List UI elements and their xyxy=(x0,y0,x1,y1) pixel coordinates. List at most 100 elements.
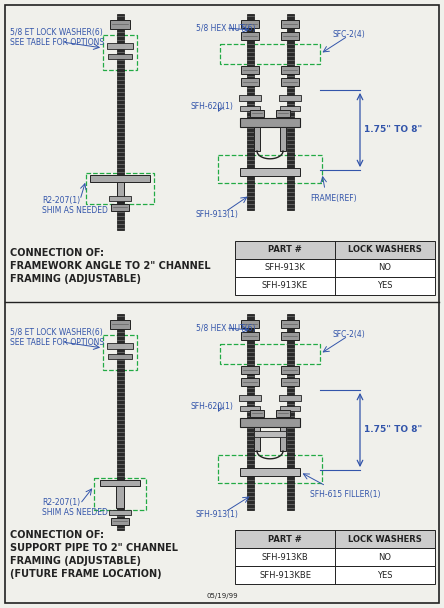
Bar xyxy=(108,353,132,359)
Bar xyxy=(110,319,130,328)
Bar xyxy=(240,418,300,427)
Bar xyxy=(279,95,301,101)
Bar xyxy=(110,19,130,29)
Bar xyxy=(107,43,133,49)
Bar xyxy=(241,366,259,374)
Text: CONNECTION OF:: CONNECTION OF: xyxy=(10,248,104,258)
Bar xyxy=(276,109,290,117)
Bar xyxy=(111,204,129,210)
Bar xyxy=(239,395,261,401)
Bar xyxy=(280,127,286,151)
Bar xyxy=(240,406,260,410)
Text: 1.75" TO 8": 1.75" TO 8" xyxy=(364,125,422,134)
Bar xyxy=(241,32,259,40)
Bar xyxy=(240,106,260,111)
Text: 5/8 HEX NUT(6): 5/8 HEX NUT(6) xyxy=(196,324,255,333)
Text: YES: YES xyxy=(377,282,393,291)
Bar xyxy=(107,343,133,349)
Bar xyxy=(279,395,301,401)
Bar xyxy=(246,14,254,210)
Text: SFC-2(4): SFC-2(4) xyxy=(332,30,365,39)
Text: (FUTURE FRAME LOCATION): (FUTURE FRAME LOCATION) xyxy=(10,569,162,579)
Text: 5/8 ET LOCK WASHER(6): 5/8 ET LOCK WASHER(6) xyxy=(10,328,103,337)
Bar xyxy=(218,455,322,483)
Bar xyxy=(276,410,290,416)
Bar xyxy=(235,241,435,259)
Bar xyxy=(241,332,259,340)
Bar xyxy=(281,20,299,28)
Bar xyxy=(254,127,260,151)
Bar xyxy=(108,54,132,58)
Bar xyxy=(116,182,123,202)
Bar xyxy=(281,378,299,386)
Text: PART #: PART # xyxy=(268,246,302,255)
Bar xyxy=(111,517,129,525)
Bar xyxy=(280,406,300,410)
Bar xyxy=(100,480,140,486)
Bar xyxy=(94,478,146,510)
Bar xyxy=(220,44,320,64)
Bar xyxy=(241,378,259,386)
Bar xyxy=(235,548,435,566)
Text: CONNECTION OF:: CONNECTION OF: xyxy=(10,530,104,540)
Bar xyxy=(235,566,435,584)
Bar xyxy=(240,168,300,176)
Text: FRAMING (ADJUSTABLE): FRAMING (ADJUSTABLE) xyxy=(10,274,141,284)
Bar xyxy=(103,35,137,70)
Text: PART #: PART # xyxy=(268,534,302,544)
Bar xyxy=(281,66,299,74)
Bar xyxy=(241,78,259,86)
Text: R2-207(1): R2-207(1) xyxy=(42,498,80,507)
Text: SFH-913(1): SFH-913(1) xyxy=(195,510,238,519)
Bar xyxy=(241,66,259,74)
Text: SFH-615 FILLER(1): SFH-615 FILLER(1) xyxy=(310,490,381,499)
Text: LOCK WASHERS: LOCK WASHERS xyxy=(348,246,422,255)
Text: SEE TABLE FOR OPTIONS: SEE TABLE FOR OPTIONS xyxy=(10,38,104,47)
Text: R2-207(1): R2-207(1) xyxy=(42,196,80,205)
Text: SFH-913KE: SFH-913KE xyxy=(262,282,308,291)
Text: FRAMING (ADJUSTABLE): FRAMING (ADJUSTABLE) xyxy=(10,556,141,566)
Text: SFH-913KB: SFH-913KB xyxy=(262,553,309,562)
Bar xyxy=(109,510,131,514)
Bar xyxy=(116,14,123,230)
Bar xyxy=(240,118,300,127)
Bar xyxy=(218,155,322,183)
Text: SEE TABLE FOR OPTIONS: SEE TABLE FOR OPTIONS xyxy=(10,338,104,347)
Bar xyxy=(239,95,261,101)
Text: SFC-2(4): SFC-2(4) xyxy=(332,330,365,339)
Bar xyxy=(109,196,131,201)
Text: FRAMEWORK ANGLE TO 2" CHANNEL: FRAMEWORK ANGLE TO 2" CHANNEL xyxy=(10,261,210,271)
Bar xyxy=(103,335,137,370)
Bar xyxy=(280,106,300,111)
Bar xyxy=(90,175,150,182)
Bar xyxy=(281,332,299,340)
Bar xyxy=(281,32,299,40)
Text: 5/8 HEX NUT(6): 5/8 HEX NUT(6) xyxy=(196,24,255,33)
Bar xyxy=(235,530,435,548)
Text: FRAME(REF): FRAME(REF) xyxy=(310,194,357,203)
Text: 5/8 ET LOCK WASHER(6): 5/8 ET LOCK WASHER(6) xyxy=(10,28,103,37)
Text: SFH-913(1): SFH-913(1) xyxy=(195,210,238,219)
Bar xyxy=(250,109,264,117)
Text: LOCK WASHERS: LOCK WASHERS xyxy=(348,534,422,544)
Text: SHIM AS NEEDED: SHIM AS NEEDED xyxy=(42,206,108,215)
Text: 1.75" TO 8": 1.75" TO 8" xyxy=(364,426,422,435)
Text: SUPPORT PIPE TO 2" CHANNEL: SUPPORT PIPE TO 2" CHANNEL xyxy=(10,543,178,553)
Text: YES: YES xyxy=(377,570,393,579)
Bar xyxy=(116,314,123,530)
Bar xyxy=(280,427,286,451)
Text: SFH-913KBE: SFH-913KBE xyxy=(259,570,311,579)
Text: 05/19/99: 05/19/99 xyxy=(206,593,238,599)
Text: SFH-620(1): SFH-620(1) xyxy=(190,102,233,111)
Bar xyxy=(241,320,259,328)
Bar xyxy=(116,486,124,508)
Bar xyxy=(241,20,259,28)
Text: SFH-620(1): SFH-620(1) xyxy=(190,402,233,411)
Bar xyxy=(240,468,300,476)
Bar xyxy=(281,366,299,374)
Bar xyxy=(254,431,286,437)
Text: SFH-913K: SFH-913K xyxy=(265,263,305,272)
Bar xyxy=(235,259,435,277)
Bar xyxy=(86,173,154,204)
Text: NO: NO xyxy=(378,553,392,562)
